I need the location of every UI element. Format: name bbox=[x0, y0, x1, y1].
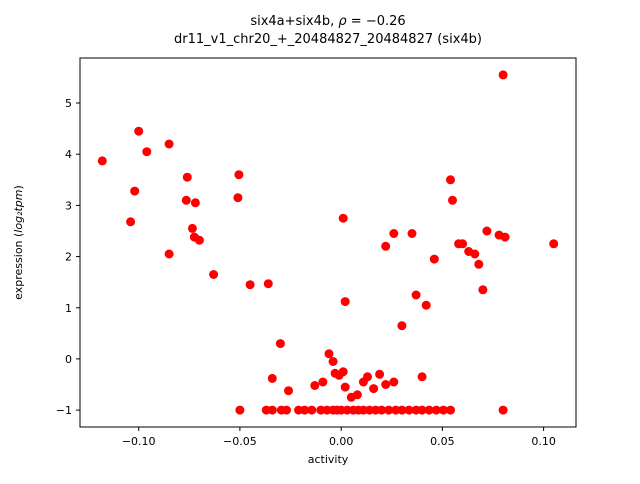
data-point bbox=[187, 223, 197, 233]
data-point bbox=[470, 249, 480, 259]
y-tick-label: 4 bbox=[65, 148, 72, 161]
data-point bbox=[446, 405, 455, 415]
data-point bbox=[389, 229, 399, 238]
data-point bbox=[245, 280, 255, 290]
data-point bbox=[263, 279, 273, 289]
data-point bbox=[275, 339, 285, 349]
x-tick-label: −0.10 bbox=[122, 435, 156, 448]
x-tick-label: 0.05 bbox=[430, 435, 455, 448]
data-point bbox=[130, 186, 140, 196]
data-point bbox=[549, 239, 559, 249]
data-point bbox=[267, 373, 277, 383]
data-point bbox=[417, 372, 427, 382]
plot-title: six4a+six4b, ρ = −0.26 bbox=[250, 14, 405, 29]
data-point bbox=[300, 405, 310, 415]
x-tick-label: −0.05 bbox=[223, 435, 257, 448]
data-point bbox=[181, 195, 191, 205]
data-point bbox=[126, 217, 136, 227]
data-point bbox=[164, 249, 174, 259]
data-point bbox=[458, 239, 468, 249]
data-point bbox=[209, 270, 219, 279]
data-point bbox=[134, 126, 144, 136]
data-point bbox=[498, 70, 508, 80]
data-point bbox=[310, 381, 320, 390]
data-point bbox=[194, 235, 204, 245]
data-point bbox=[482, 226, 492, 236]
data-point bbox=[478, 285, 488, 295]
data-point bbox=[384, 405, 394, 415]
data-point bbox=[369, 384, 379, 394]
data-point bbox=[381, 380, 391, 389]
data-point bbox=[446, 175, 455, 185]
data-point bbox=[411, 290, 421, 300]
data-point bbox=[417, 405, 427, 415]
data-point bbox=[424, 405, 434, 415]
data-point bbox=[363, 372, 372, 382]
data-point bbox=[338, 367, 348, 377]
y-tick-label: −1 bbox=[56, 404, 72, 417]
y-tick-label: 1 bbox=[65, 302, 72, 315]
data-point bbox=[267, 405, 277, 415]
data-point bbox=[307, 405, 317, 415]
y-tick-label: 2 bbox=[65, 251, 72, 264]
y-tick-label: 5 bbox=[65, 97, 72, 110]
y-axis-label: expression (log₂tpm) bbox=[12, 185, 25, 300]
data-point bbox=[282, 405, 291, 415]
data-point bbox=[377, 405, 387, 415]
data-point bbox=[397, 321, 407, 331]
data-point bbox=[233, 193, 243, 203]
plot-subtitle: dr11_v1_chr20_+_20484827_20484827 (six4b… bbox=[174, 32, 482, 47]
data-point bbox=[164, 139, 174, 149]
data-point bbox=[97, 156, 107, 166]
x-tick-label: 0.00 bbox=[329, 435, 354, 448]
data-point bbox=[404, 405, 414, 415]
data-point bbox=[498, 405, 508, 415]
data-point bbox=[340, 382, 350, 392]
data-point bbox=[431, 405, 441, 415]
data-point bbox=[142, 147, 152, 157]
data-point bbox=[190, 198, 200, 208]
data-point bbox=[474, 259, 484, 269]
data-point bbox=[375, 369, 385, 379]
data-point bbox=[448, 195, 457, 205]
data-point bbox=[438, 405, 448, 415]
x-axis-label: activity bbox=[308, 453, 349, 466]
data-point bbox=[324, 349, 334, 359]
y-tick-label: 0 bbox=[65, 353, 72, 366]
data-point bbox=[340, 297, 350, 307]
y-tick-label: 3 bbox=[65, 199, 72, 212]
data-point bbox=[318, 377, 328, 387]
data-point bbox=[500, 232, 510, 242]
data-point bbox=[352, 390, 362, 400]
data-point bbox=[381, 241, 391, 251]
data-point bbox=[328, 357, 338, 366]
data-point bbox=[421, 300, 431, 310]
data-point bbox=[234, 170, 244, 180]
plot-frame bbox=[79, 57, 577, 428]
data-point bbox=[338, 213, 348, 223]
data-point bbox=[429, 254, 439, 264]
plot-area: −0.10 −0.05 0.00 0.05 0.10 −1 0 1 2 3 4 5 bbox=[56, 57, 577, 448]
data-point bbox=[235, 405, 245, 415]
data-point bbox=[182, 172, 192, 182]
x-tick-label: 0.10 bbox=[531, 435, 556, 448]
data-point bbox=[389, 377, 399, 387]
data-point bbox=[284, 386, 293, 396]
data-point bbox=[397, 405, 407, 415]
data-point bbox=[407, 229, 417, 238]
